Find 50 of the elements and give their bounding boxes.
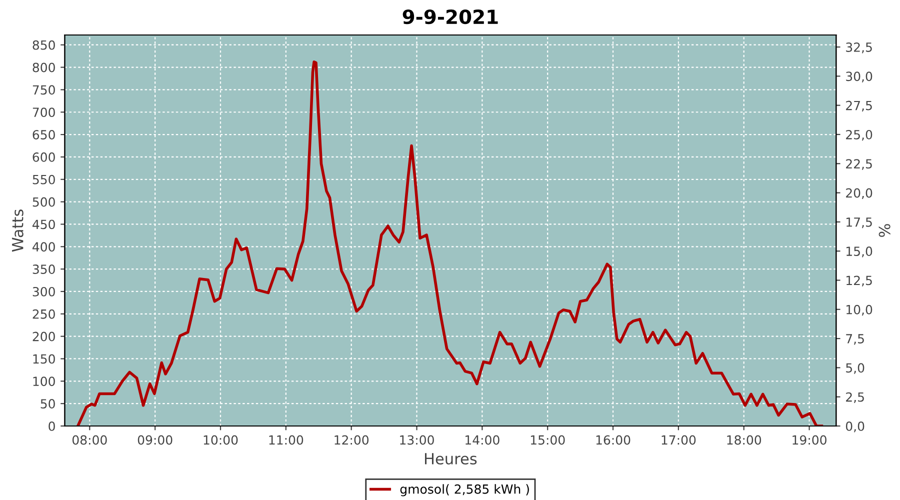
y2-tick-label: 15,0 (846, 246, 872, 258)
y-tick-label: 150 (33, 354, 55, 364)
y2-tick-label: 0,0 (846, 421, 864, 432)
x-tick-label: 18:00 (727, 435, 762, 445)
y-tick-label: 650 (32, 130, 55, 140)
x-tick-label: 12:00 (334, 435, 369, 445)
x-tick-label: 09:00 (138, 435, 172, 445)
y-tick-label: 500 (32, 197, 55, 207)
y2-tick-label: 7,5 (846, 334, 864, 345)
x-tick-label: 13:00 (400, 435, 434, 445)
line-series (76, 60, 824, 426)
y-tick-label: 0 (48, 421, 55, 431)
y2-tick-label: 12,5 (846, 276, 872, 286)
y-tick-label: 250 (32, 309, 55, 319)
y-tick-label: 550 (32, 174, 55, 184)
y-tick-label: 850 (32, 40, 55, 50)
y-tick-label: 400 (32, 242, 55, 252)
y-tick-label: 50 (40, 399, 55, 409)
x-axis-title: Heures (425, 453, 477, 465)
y2-tick-label: 22,5 (846, 159, 872, 170)
y-axis-title: Watts (12, 210, 24, 252)
x-tick-label: 10:00 (204, 435, 238, 445)
y2-tick-label: 5,0 (846, 363, 864, 374)
y-tick-label: 800 (32, 62, 55, 72)
x-tick-label: 16:00 (596, 435, 630, 445)
y-tick-label: 100 (33, 376, 55, 386)
y2-tick-label: 25,0 (846, 130, 872, 141)
y2-tick-label: 17,5 (846, 218, 872, 228)
x-tick-label: 11:00 (269, 435, 304, 445)
legend-label: gmosol( 2,585 kWh ) (400, 484, 529, 496)
x-tick-label: 19:00 (792, 435, 826, 445)
x-tick-label: 15:00 (530, 435, 565, 445)
x-tick-label: 17:00 (662, 435, 696, 445)
y-tick-label: 450 (32, 220, 55, 230)
x-tick-label: 14:00 (466, 435, 500, 445)
y2-tick-label: 20,0 (846, 188, 872, 199)
y-tick-label: 750 (32, 85, 55, 95)
y2-tick-label: 27,5 (846, 100, 872, 112)
y2-tick-label: 10,0 (846, 304, 872, 316)
x-tick-label: 08:00 (72, 435, 107, 445)
y2-axis-title: % (878, 224, 890, 237)
y2-tick-label: 30,0 (846, 72, 872, 82)
y-tick-label: 600 (32, 152, 55, 162)
y2-tick-label: 2,5 (846, 392, 864, 404)
chart-title: 9-9-2021 (402, 9, 498, 24)
y-tick-label: 350 (32, 264, 55, 274)
y-tick-label: 300 (32, 286, 55, 296)
y-tick-label: 200 (32, 332, 55, 342)
y2-tick-label: 32,5 (846, 42, 872, 54)
y-tick-label: 700 (32, 108, 55, 118)
